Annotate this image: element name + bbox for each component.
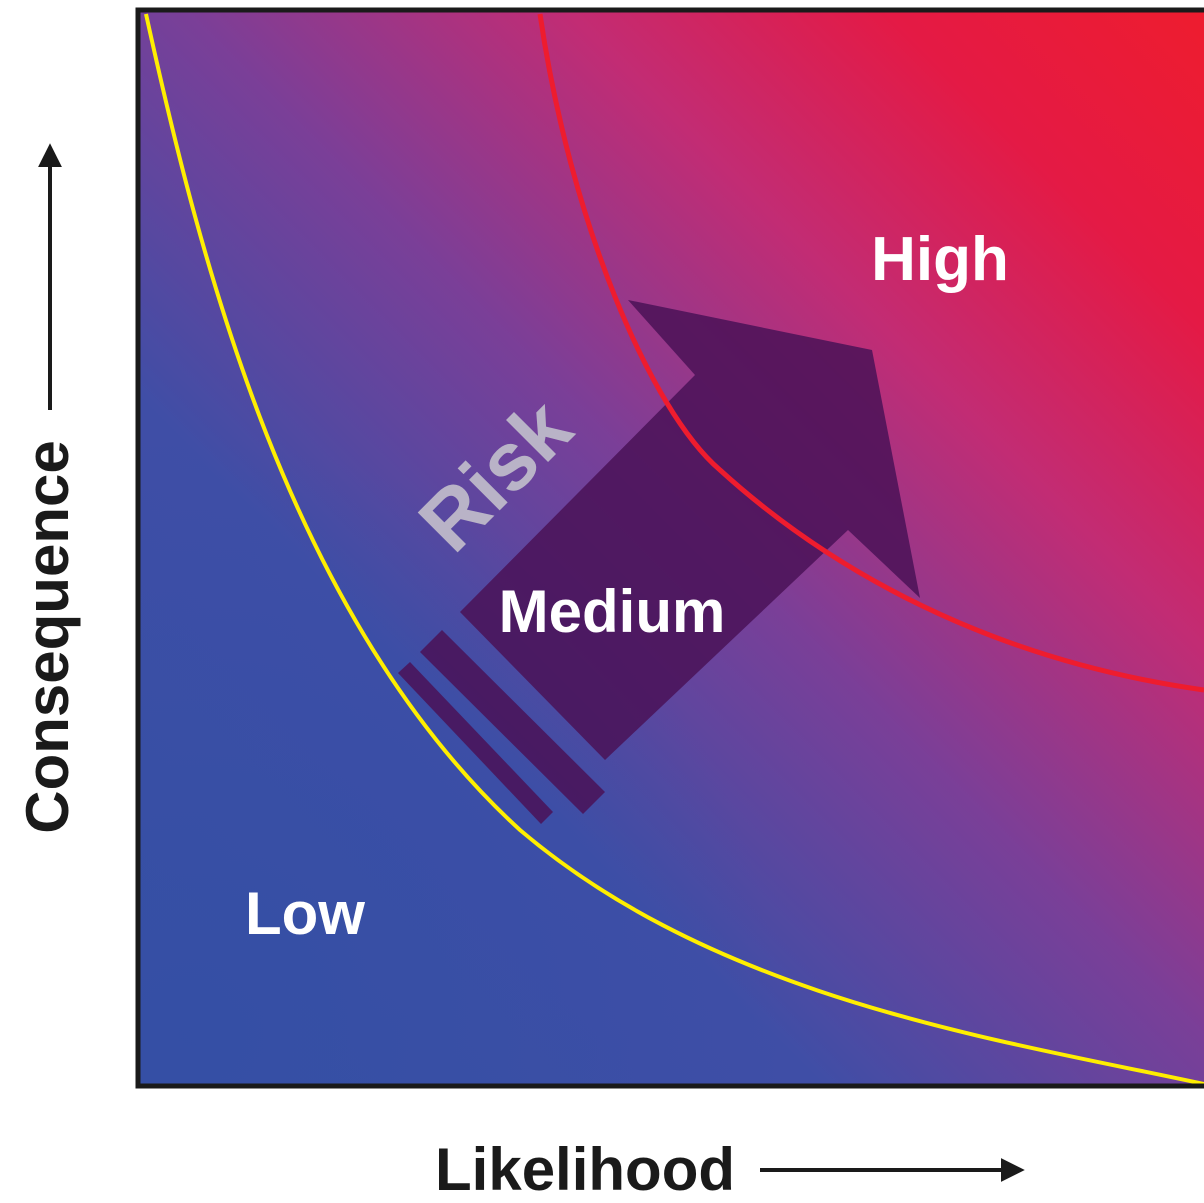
zone-label-high: High [871, 225, 1009, 294]
low-medium-boundary-curve [144, 13, 1204, 1086]
plot-area: High Medium Low Risk [135, 7, 1204, 1089]
risk-arrow-stripe-2 [398, 662, 553, 824]
y-axis-label: Consequence [14, 440, 81, 833]
risk-arrow-body [460, 300, 920, 760]
zone-label-medium: Medium [499, 578, 726, 645]
x-axis-label: Likelihood [435, 1136, 735, 1203]
risk-arrow [398, 300, 920, 824]
y-axis: Consequence [14, 143, 81, 834]
plot-frame [135, 7, 1204, 1089]
zone-label-low: Low [245, 880, 365, 947]
x-axis: Likelihood [435, 1136, 1025, 1203]
medium-high-boundary-curve [537, 13, 1204, 693]
risk-arrow-stripe-1 [420, 630, 605, 814]
